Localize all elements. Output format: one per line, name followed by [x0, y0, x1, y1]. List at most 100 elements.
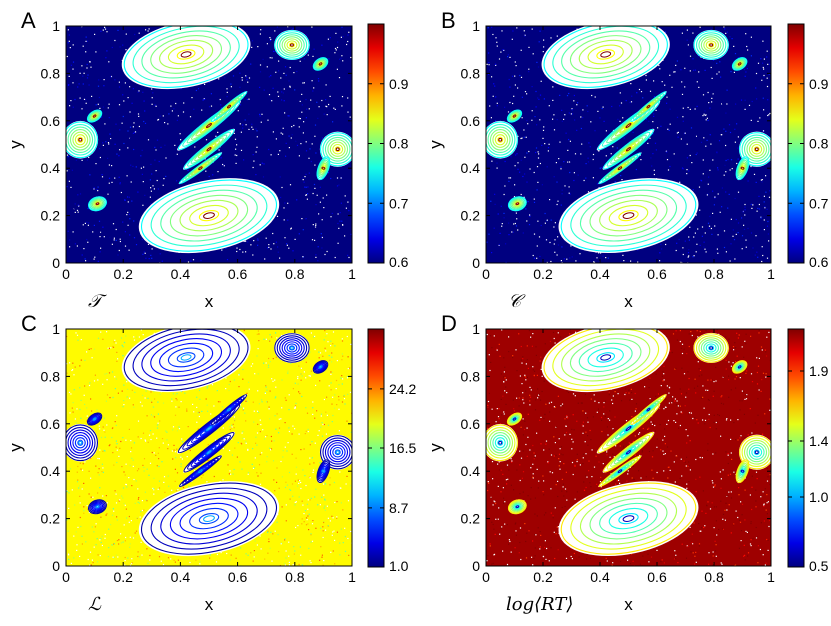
quantity-label: ℒ [88, 594, 102, 615]
island [598, 152, 642, 185]
colorbar-tick-label: 1.0 [809, 489, 829, 505]
island [731, 360, 748, 374]
x-tick-label: 0 [62, 569, 70, 585]
island [312, 360, 329, 374]
x-tick-label: 1 [348, 569, 356, 585]
colorbar: 0.6 0.7 0.8 0.9 [787, 23, 829, 270]
island [138, 178, 280, 254]
x-tick-label: 0.2 [533, 569, 553, 585]
x-tick-label: 0.4 [590, 266, 610, 282]
x-tick-label: 0.2 [113, 266, 133, 282]
y-tick-label: 1 [472, 321, 480, 337]
y-tick-label: 0.6 [41, 416, 61, 432]
y-tick-label: 0.8 [461, 368, 481, 384]
y-tick-label: 0.6 [461, 113, 481, 129]
y-axis-label: y [6, 140, 25, 149]
y-axis-label: y [426, 443, 445, 452]
y-tick-label: 0.4 [41, 160, 61, 176]
x-tick-label: 0.2 [113, 569, 133, 585]
island [506, 412, 523, 426]
plot-frame [485, 25, 772, 264]
colorbar-tick-label: 0.7 [809, 195, 829, 211]
plot-area [486, 329, 771, 566]
island [735, 156, 750, 181]
island [210, 91, 248, 123]
island [312, 57, 329, 71]
y-tick-label: 1 [52, 18, 60, 34]
island [735, 459, 750, 484]
island [731, 57, 748, 71]
colorbar-tick-label: 0.9 [389, 76, 409, 92]
x-tick-label: 0.4 [171, 266, 191, 282]
island [86, 412, 103, 426]
island [558, 481, 699, 557]
colorbar: 1.0 8.7 16.5 24.2 [367, 328, 416, 574]
panel-letter: B [441, 8, 456, 33]
plot-frame [65, 25, 353, 264]
island [178, 455, 223, 488]
x-tick-label: 0.4 [171, 569, 191, 585]
colorbar: 0.5 1.0 1.4 1.9 [787, 328, 829, 574]
x-tick-label: 0.4 [590, 569, 610, 585]
panel-a: 0 0.2 0.4 0.6 0.8 100.20.40.60.81xyA𝒯0.60.70.… [6, 8, 409, 312]
island [541, 329, 670, 393]
x-tick-label: 1 [348, 266, 356, 282]
island [486, 120, 519, 159]
x-tick-label: 0.8 [285, 569, 305, 585]
colorbar-tick-label: 0.6 [389, 254, 409, 270]
x-tick-label: 0 [482, 266, 490, 282]
y-tick-label: 0 [52, 255, 60, 271]
y-tick-label: 0.2 [461, 511, 481, 527]
island [558, 178, 699, 254]
x-axis-label: x [205, 292, 214, 311]
colorbar-tick-label: 1.9 [809, 363, 829, 379]
quantity-label: log⟨RT⟩ [506, 594, 573, 615]
y-tick-label: 0.2 [41, 511, 61, 527]
island [178, 152, 223, 185]
island [507, 499, 527, 515]
panel-c: 0 0.2 0.4 0.6 0.8 1 0 0.2 0.4 0.6 0.8 1 x y C ℒ 1.0 8.7 16… [6, 311, 416, 615]
island [541, 26, 670, 90]
x-tick-label: 0.2 [533, 266, 553, 282]
island [121, 26, 251, 90]
colorbar: 0.6 0.7 0.8 0.9 [367, 23, 409, 270]
x-tick-label: 0 [62, 266, 70, 282]
quantity-label: 𝒯 [88, 291, 107, 312]
y-axis-label: y [426, 140, 445, 149]
x-tick-label: 0.8 [704, 266, 724, 282]
x-tick-label: 1 [767, 569, 775, 585]
y-tick-label: 0.4 [461, 160, 481, 176]
island [274, 332, 310, 364]
island [316, 156, 331, 181]
colorbar-tick-label: 0.6 [809, 254, 829, 270]
colorbar-tick-label: 24.2 [389, 381, 416, 397]
island [316, 459, 331, 484]
colorbar-tick-label: 0.9 [809, 76, 829, 92]
x-tick-label: 1 [767, 266, 775, 282]
island [86, 109, 103, 123]
x-tick-label: 0.6 [647, 266, 667, 282]
island [693, 332, 729, 364]
island [66, 423, 99, 462]
y-tick-label: 0.8 [41, 368, 61, 384]
y-tick-label: 0.2 [41, 208, 61, 224]
island [88, 499, 107, 515]
island [630, 91, 667, 122]
plot-frame [65, 328, 353, 567]
panel-letter: A [21, 8, 36, 33]
island [138, 481, 280, 557]
panel-b: 0 0.2 0.4 0.6 0.8 100.20.40.60.81xyB𝒞0.60.70.… [426, 8, 829, 312]
colorbar-tick-label: 16.5 [389, 440, 416, 456]
island [598, 455, 642, 488]
y-tick-label: 0 [472, 255, 480, 271]
y-tick-label: 1 [52, 321, 60, 337]
x-tick-label: 0.8 [285, 266, 305, 282]
x-axis-label: x [205, 595, 214, 614]
y-tick-label: 0.6 [41, 113, 61, 129]
island [602, 128, 655, 170]
x-axis-label: x [624, 292, 633, 311]
x-tick-label: 0.8 [704, 569, 724, 585]
island [274, 29, 310, 61]
